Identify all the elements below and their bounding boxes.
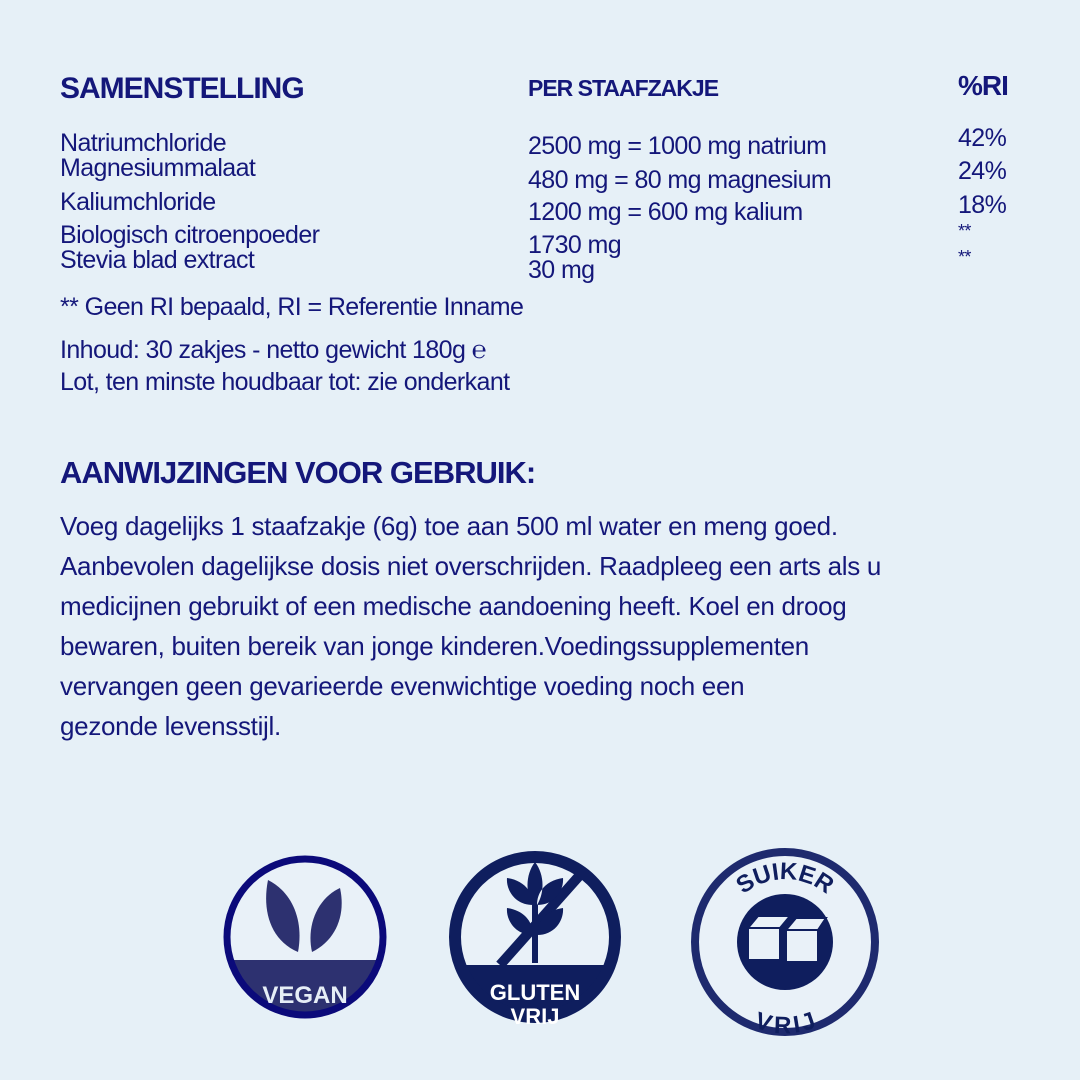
ingredient-name: Magnesiummalaat — [60, 154, 256, 182]
usage-text: Voeg dagelijks 1 staafzakje (6g) toe aan… — [60, 506, 1050, 746]
ingredient-ri: 24% — [958, 157, 1007, 185]
usage-heading: AANWIJZINGEN VOOR GEBRUIK: — [60, 455, 536, 490]
gluten-label: GLUTEN — [490, 980, 580, 1005]
net-content: Inhoud: 30 zakjes - netto gewicht 180g ℮ — [60, 335, 487, 364]
ingredient-ri: ** — [958, 247, 971, 267]
gluten-free-badge-icon: GLUTEN VRIJ — [449, 851, 621, 1029]
ingredient-amount: 1200 mg = 600 mg kalium — [528, 198, 803, 226]
usage-line: Aanbevolen dagelijkse dosis niet oversch… — [60, 551, 882, 581]
usage-line: Voeg dagelijks 1 staafzakje (6g) toe aan… — [60, 511, 838, 541]
ingredient-ri: 42% — [958, 124, 1007, 152]
composition-heading: SAMENSTELLING — [60, 72, 305, 105]
ingredient-amount: 480 mg = 80 mg magnesium — [528, 166, 832, 194]
sugar-free-label: VRIJ — [752, 1007, 819, 1039]
estimated-sign-icon: ℮ — [471, 335, 487, 364]
per-sachet-heading: PER STAAFZAKJE — [528, 75, 719, 101]
svg-text:VRIJ: VRIJ — [752, 1007, 819, 1039]
ingredient-name: Biologisch citroenpoeder — [60, 221, 320, 249]
sugar-free-badge-icon: SUIKER VRIJ — [691, 848, 879, 1040]
lot-info: Lot, ten minste houdbaar tot: zie onderk… — [60, 368, 510, 396]
ingredient-amount: 1730 mg — [528, 231, 622, 259]
ingredient-name: Kaliumchloride — [60, 188, 216, 216]
ingredient-name: Stevia blad extract — [60, 246, 255, 274]
ri-heading: %RI — [958, 70, 1009, 101]
usage-line: gezonde levensstijl. — [60, 711, 281, 741]
vegan-badge-icon: VEGAN — [223, 855, 387, 1019]
ingredient-ri: 18% — [958, 191, 1007, 219]
usage-line: medicijnen gebruikt of een medische aand… — [60, 591, 847, 621]
usage-line: vervangen geen gevarieerde evenwichtige … — [60, 671, 745, 701]
usage-line: bewaren, buiten bereik van jonge kindere… — [60, 631, 809, 661]
vegan-label: VEGAN — [262, 982, 347, 1009]
ingredient-ri: ** — [958, 221, 971, 241]
ri-footnote: ** Geen RI bepaald, RI = Referentie Inna… — [60, 293, 524, 321]
net-content-text: Inhoud: 30 zakjes - netto gewicht 180g — [60, 336, 466, 364]
badges: VEGAN GLUTEN VRIJ SUIKER VRIJ — [223, 848, 879, 1040]
gluten-free-label: VRIJ — [511, 1004, 560, 1029]
ingredient-amount: 30 mg — [528, 256, 595, 284]
ingredient-amount: 2500 mg = 1000 mg natrium — [528, 132, 827, 160]
ingredient-name: Natriumchloride — [60, 129, 227, 157]
